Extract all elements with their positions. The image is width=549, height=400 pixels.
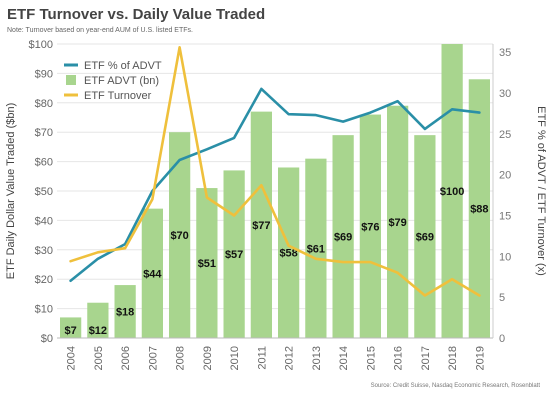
legend: ETF % of ADVT ETF ADVT (bn) ETF Turnover — [64, 60, 162, 102]
axes: $0 $10 $20 $30 $40 $50 $60 $70 $80 $90 $100 0 5 10 15 2… — [5, 39, 547, 370]
y2-tick-label: 0 — [499, 333, 505, 345]
bar-value-label: $51 — [198, 258, 216, 270]
x-tick-label: 2008 — [175, 346, 187, 370]
series-line — [69, 87, 481, 283]
bar-value-label: $58 — [279, 248, 297, 260]
bar — [386, 105, 409, 339]
y-tick-label: $50 — [35, 186, 53, 198]
bar — [277, 167, 300, 338]
bar — [141, 208, 164, 338]
bar-value-label: $44 — [143, 268, 162, 280]
bar-value-label: $77 — [252, 220, 270, 232]
x-tick-label: 2009 — [202, 346, 214, 370]
x-tick-label: 2018 — [447, 346, 459, 370]
series-line — [69, 45, 481, 297]
y-tick-label: $0 — [41, 333, 53, 345]
y2-tick-label: 35 — [499, 47, 511, 59]
legend-label: ETF Turnover — [84, 90, 152, 102]
y2-tick-label: 25 — [499, 129, 511, 141]
y2-tick-label: 15 — [499, 211, 511, 223]
y2-axis-title: ETF % of ADVT / ETF Turnover (x) — [535, 106, 547, 276]
y-tick-label: $20 — [35, 274, 53, 286]
x-tick-label: 2017 — [420, 346, 432, 370]
bar — [168, 132, 191, 338]
x-tick-label: 2019 — [474, 346, 486, 370]
legend-label: ETF ADVT (bn) — [84, 75, 159, 87]
x-tick-label: 2007 — [147, 346, 159, 370]
bar — [332, 135, 354, 338]
y-tick-label: $100 — [29, 39, 53, 51]
bar — [305, 158, 327, 338]
bar-value-label: $100 — [440, 186, 464, 198]
bar-value-label: $69 — [334, 232, 352, 244]
y2-tick-label: 5 — [499, 292, 505, 304]
bar-value-label: $70 — [170, 230, 188, 242]
y-tick-label: $80 — [35, 98, 53, 110]
bar — [196, 188, 218, 338]
bar-value-label: $7 — [65, 325, 77, 337]
x-tick-label: 2011 — [256, 346, 268, 370]
y-tick-label: $70 — [35, 127, 53, 139]
y2-tick-label: 30 — [499, 88, 511, 100]
y-tick-label: $40 — [35, 215, 53, 227]
bar-labels: $7 $12 $18 $44 $70 $51 $57 $77 $58 $61 $69 $76 $79 $6… — [65, 186, 489, 337]
y-tick-label: $10 — [35, 304, 53, 316]
bar — [59, 317, 82, 338]
x-tick-label: 2012 — [284, 346, 296, 370]
bar — [441, 44, 463, 338]
y2-tick-label: 20 — [499, 170, 511, 182]
y-tick-label: $30 — [35, 245, 53, 257]
bar — [87, 302, 109, 338]
x-tick-label: 2013 — [311, 346, 323, 370]
legend-label: ETF % of ADVT — [84, 60, 162, 72]
bar-value-label: $61 — [307, 243, 325, 255]
x-tick-label: 2006 — [120, 346, 132, 370]
bar-value-label: $12 — [89, 325, 107, 337]
bar — [414, 135, 436, 338]
bar-value-label: $76 — [361, 221, 379, 233]
chart-source: Source: Credit Suisse, Nasdaq Economic R… — [370, 383, 540, 389]
bar — [359, 114, 382, 338]
x-tick-label: 2005 — [93, 346, 105, 370]
x-tick-label: 2015 — [365, 346, 377, 370]
bar-value-label: $79 — [388, 217, 406, 229]
bar-value-label: $69 — [416, 232, 434, 244]
bar-value-label: $18 — [116, 307, 134, 319]
legend-swatch — [66, 75, 76, 85]
bar — [114, 285, 136, 338]
x-tick-label: 2010 — [229, 346, 241, 370]
y2-tick-label: 10 — [499, 251, 511, 263]
bar — [250, 111, 273, 339]
bar-value-label: $57 — [225, 249, 243, 261]
chart-title: ETF Turnover vs. Daily Value Traded — [7, 6, 266, 23]
chart-note: Note: Turnover based on year-end AUM of … — [7, 27, 193, 34]
bar-series — [59, 44, 491, 339]
x-tick-label: 2014 — [338, 346, 350, 370]
x-tick-label: 2004 — [66, 346, 78, 370]
y-tick-label: $60 — [35, 157, 53, 169]
line-series — [69, 45, 481, 297]
y-axis-title: ETF Daily Dollar Value Traded ($bn) — [5, 103, 17, 279]
y-tick-label: $90 — [35, 68, 53, 80]
bar — [468, 79, 491, 338]
bar-value-label: $88 — [470, 204, 488, 216]
x-tick-label: 2016 — [393, 346, 405, 370]
